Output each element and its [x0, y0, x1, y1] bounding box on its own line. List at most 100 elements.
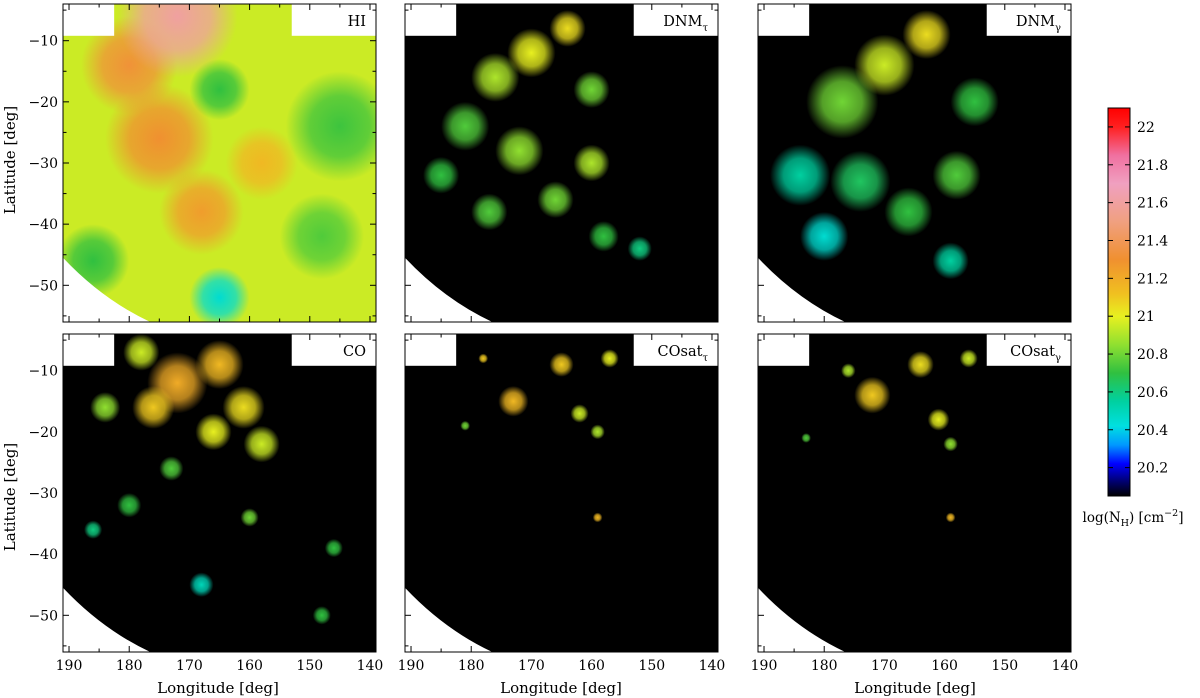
emission-clump	[549, 352, 574, 377]
panel-label: COsatγ	[1010, 344, 1061, 364]
x-axis-label-right: Longitude [deg]	[854, 679, 976, 697]
x-tick-label: 180	[811, 658, 838, 674]
masked-region	[986, 334, 1071, 366]
emission-clump	[570, 404, 589, 423]
emission-clump	[600, 349, 619, 368]
masked-region	[63, 4, 115, 36]
emission-clump	[240, 508, 259, 527]
emission-clump	[841, 363, 856, 379]
colorbar-gradient	[1107, 107, 1131, 497]
emission-clump	[117, 493, 142, 518]
emission-clump	[222, 385, 265, 429]
emission-clump	[592, 512, 603, 523]
emission-clump	[471, 52, 520, 102]
emission-clump	[627, 236, 652, 261]
emission-clump	[588, 221, 619, 252]
x-tick-label: 140	[1052, 658, 1079, 674]
x-tick-label: 190	[56, 658, 83, 674]
y-tick-label: −50	[28, 278, 58, 294]
colorbar-tick-label: 22	[1137, 120, 1155, 136]
emission-clump	[854, 376, 891, 414]
emission-clump	[884, 187, 933, 237]
y-tick-label: −40	[28, 547, 58, 563]
x-tick-label: 160	[236, 658, 263, 674]
emission-clump	[770, 144, 831, 206]
emission-clump	[471, 193, 508, 231]
emission-clump	[907, 351, 934, 379]
colorbar-tick-label: 21	[1137, 309, 1155, 325]
emission-clump	[945, 512, 956, 523]
emission-clump	[189, 572, 214, 597]
masked-region	[291, 334, 376, 366]
emission-clump	[195, 413, 232, 451]
emission-clump	[279, 193, 364, 280]
emission-clump	[537, 181, 574, 219]
emission-clump	[189, 59, 250, 121]
panel-label: DNMγ	[1016, 14, 1061, 34]
emission-clump	[943, 436, 958, 452]
y-axis-label-top: Latitude [deg]	[1, 106, 19, 214]
emission-clump	[195, 340, 244, 390]
panel-cosat-gamma: COsatγ 190 180 170 160 150 140	[751, 333, 1079, 674]
panel-cosat-tau: COsatτ 190 180 170 160 150 140	[398, 333, 726, 674]
masked-region	[405, 334, 457, 366]
emission-clump	[507, 28, 556, 78]
x-axis-label-left: Longitude [deg]	[157, 679, 279, 697]
panel-dnm-gamma: DNMγ	[757, 3, 1072, 323]
emission-clump	[927, 408, 950, 431]
emission-clump	[84, 520, 103, 539]
emission-clump	[549, 10, 586, 47]
panel-label: DNMτ	[663, 14, 708, 34]
y-tick-label: −50	[28, 608, 58, 624]
x-tick-label: 170	[176, 658, 203, 674]
emission-clump	[478, 353, 489, 364]
emission-clump	[243, 425, 280, 463]
colorbar-tick-label: 21.4	[1137, 233, 1168, 249]
emission-clump	[225, 126, 298, 200]
emission-clump	[590, 424, 605, 440]
emission-clump	[801, 433, 811, 443]
y-tick-label: −30	[28, 156, 58, 172]
colorbar: 22 21.8 21.6 21.4 21.2 21 20.8 20.6 20.4 20.2 log…	[1083, 107, 1183, 529]
masked-region	[758, 334, 810, 366]
panel-label: CO	[343, 344, 366, 360]
map-background	[405, 334, 718, 652]
masked-region	[405, 587, 493, 652]
y-tick-label: −20	[28, 425, 58, 441]
x-tick-label: 190	[751, 658, 778, 674]
y-tick-label: −10	[28, 364, 58, 380]
masked-region	[63, 587, 151, 652]
panel-label: COsatτ	[658, 344, 709, 364]
colorbar-tick-label: 21.2	[1137, 271, 1168, 287]
panel-label: HI	[348, 14, 366, 30]
masked-region	[405, 4, 457, 36]
emission-clump	[830, 150, 891, 212]
y-tick-label: −40	[28, 217, 58, 233]
emission-clump	[441, 101, 490, 151]
emission-clump	[460, 420, 471, 431]
emission-clump	[117, 4, 238, 78]
emission-clump	[495, 126, 544, 176]
x-tick-label: 150	[638, 658, 665, 674]
emission-clump	[959, 349, 978, 368]
x-tick-label: 140	[357, 658, 384, 674]
masked-region	[405, 257, 493, 322]
x-tick-label: 170	[518, 658, 545, 674]
panel-co: CO −10 −20 −30 −40 −50 190 180 170 160 150 140	[28, 333, 384, 674]
masked-region	[633, 334, 718, 366]
x-axis-label-middle: Longitude [deg]	[500, 679, 622, 697]
panel-hi: HI −10 −20 −30 −40 −50	[28, 3, 377, 323]
x-tick-label: 140	[699, 658, 726, 674]
masked-region	[758, 4, 810, 36]
y-axis-label-bottom: Latitude [deg]	[1, 443, 19, 551]
x-tick-label: 180	[458, 658, 485, 674]
emission-clump	[932, 150, 981, 200]
emission-clump	[854, 34, 915, 96]
emission-clump	[932, 242, 969, 280]
emission-clump	[312, 606, 331, 625]
x-tick-label: 160	[931, 658, 958, 674]
emission-clump	[950, 77, 999, 127]
emission-clump	[132, 385, 175, 429]
masked-region	[63, 257, 151, 322]
